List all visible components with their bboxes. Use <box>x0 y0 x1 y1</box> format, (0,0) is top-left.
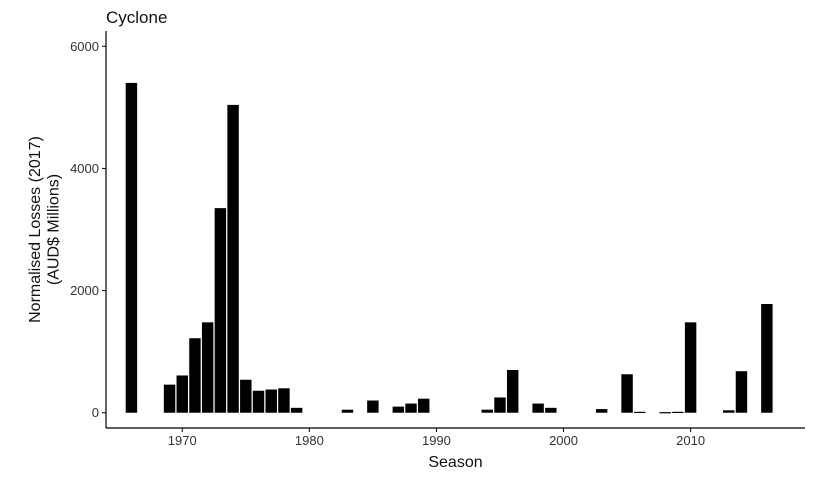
y-tick-label-4000: 4000 <box>70 161 99 176</box>
bar-1989 <box>418 398 430 413</box>
bar-1971 <box>189 338 201 413</box>
bar-1987 <box>392 406 405 413</box>
bar-1994 <box>481 409 493 413</box>
bar-1975 <box>240 379 252 413</box>
x-tick-label-2000: 2000 <box>549 433 578 448</box>
x-tick-label-1980: 1980 <box>295 433 324 448</box>
bar-1999 <box>545 407 557 413</box>
y-tick-label-2000: 2000 <box>70 283 99 298</box>
bar-2014 <box>735 371 748 413</box>
x-tick-label-2010: 2010 <box>676 433 705 448</box>
bar-1985 <box>367 400 379 413</box>
bar-2013 <box>723 410 735 413</box>
bar-2009 <box>672 411 684 414</box>
y-tick-label-0: 0 <box>92 405 99 420</box>
bar-2005 <box>621 374 633 413</box>
bar-1988 <box>405 403 417 413</box>
bar-1996 <box>506 369 519 413</box>
y-axis-title-line-1: Normalised Losses (2017) <box>27 136 44 323</box>
bar-1995 <box>494 397 506 413</box>
bar-1972 <box>201 322 214 413</box>
bar-1969 <box>163 384 176 413</box>
y-tick-label-6000: 6000 <box>70 39 99 54</box>
bar-1979 <box>290 407 303 413</box>
chart-title: Cyclone <box>106 8 168 27</box>
y-axis-title: Normalised Losses (2017)(AUD$ Millions) <box>27 136 62 323</box>
bar-2016 <box>761 304 773 413</box>
bar-1977 <box>265 389 277 413</box>
bar-1978 <box>278 388 290 413</box>
bar-1974 <box>227 104 239 413</box>
bar-1973 <box>214 208 227 413</box>
y-axis-title-line-2: (AUD$ Millions) <box>45 174 62 285</box>
x-axis-title: Season <box>428 454 482 471</box>
bar-1983 <box>341 409 354 413</box>
bar-2003 <box>595 409 608 413</box>
bar-1970 <box>176 375 188 413</box>
bar-2010 <box>684 322 697 413</box>
bar-2008 <box>659 412 671 414</box>
bar-1976 <box>252 390 265 413</box>
x-tick-label-1990: 1990 <box>422 433 451 448</box>
bar-2006 <box>634 411 646 414</box>
x-tick-label-1970: 1970 <box>168 433 197 448</box>
bar-1966 <box>125 82 138 413</box>
bar-1998 <box>532 403 544 413</box>
